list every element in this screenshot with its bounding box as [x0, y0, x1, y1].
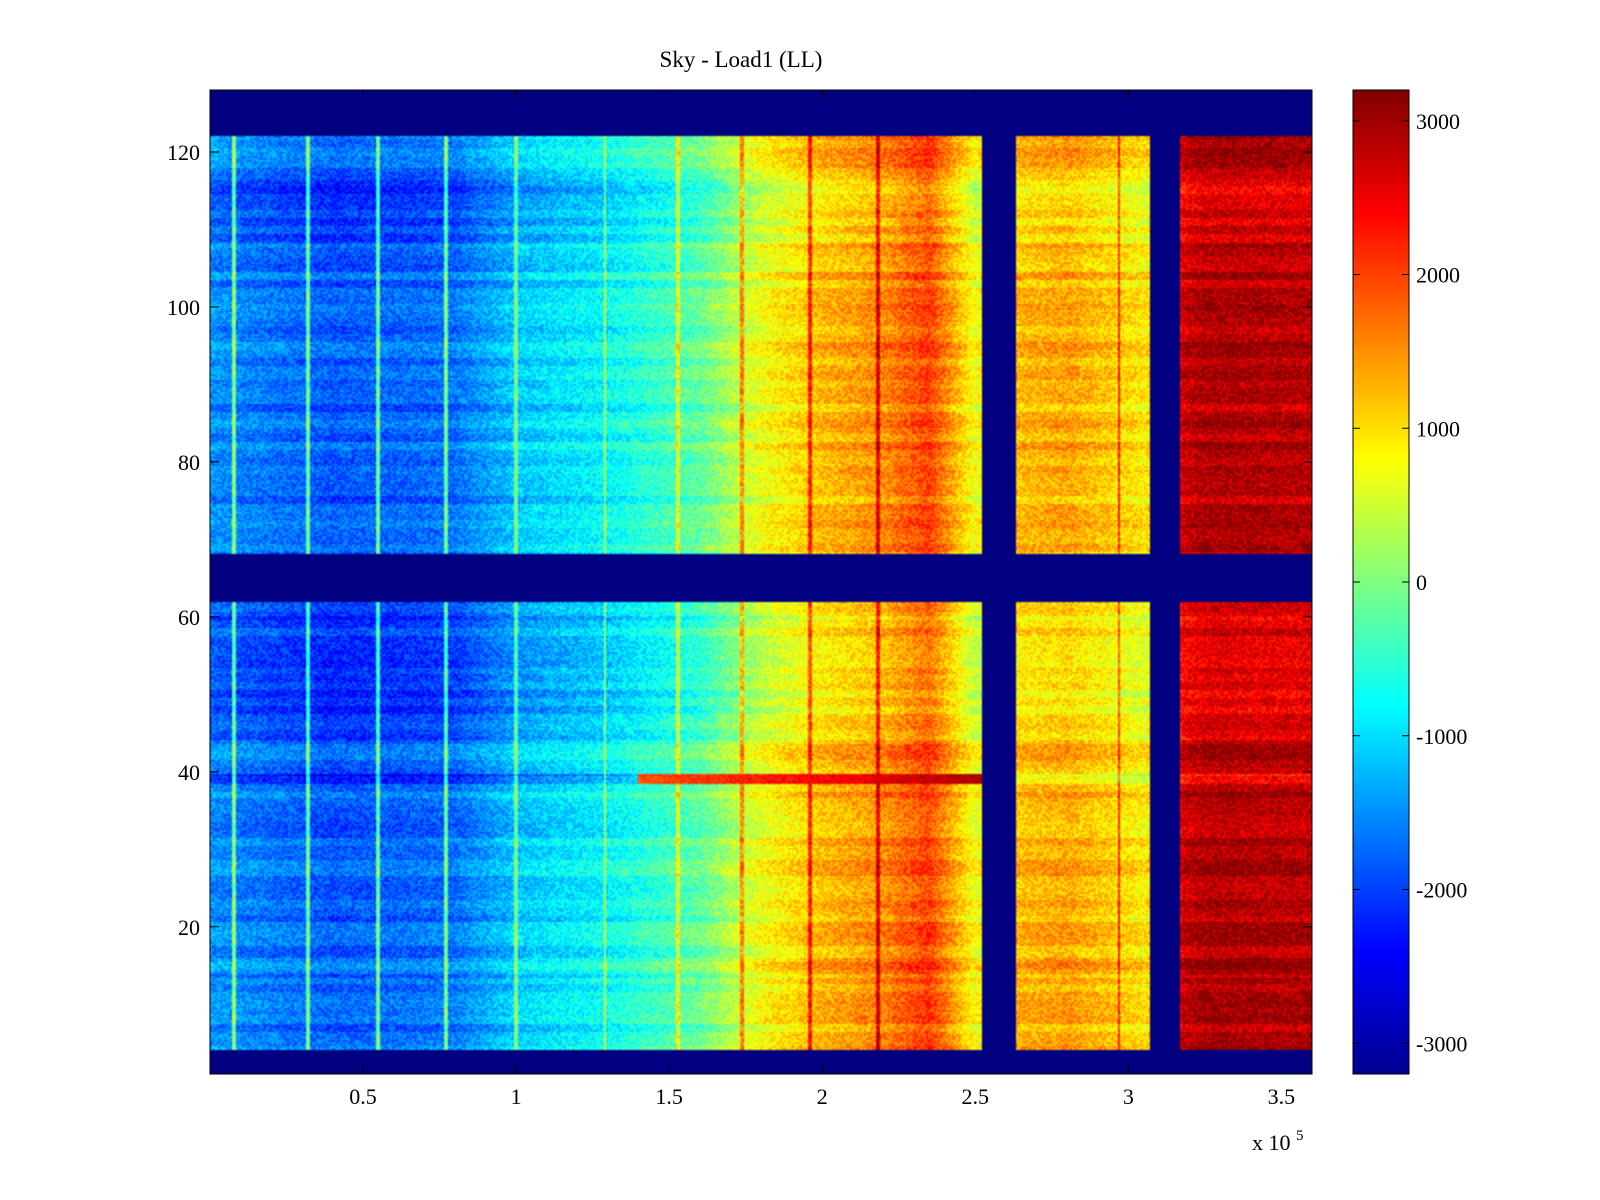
y-tick-label-0: 20	[178, 915, 200, 940]
y-tick-label-3: 80	[178, 450, 200, 475]
x-tick-label-5: 3	[1123, 1084, 1134, 1109]
x-tick-label-1: 1	[511, 1084, 522, 1109]
colorbar-tick-label-3: 0	[1416, 570, 1427, 595]
x-tick-label-6: 3.5	[1268, 1084, 1296, 1109]
x-axis-ticks: 0.5 1 1.5 2 2.5 3 3.5	[349, 90, 1295, 1109]
y-tick-label-5: 120	[167, 140, 200, 165]
x-axis-multiplier: x 10 5	[1252, 1128, 1304, 1155]
y-tick-label-2: 60	[178, 605, 200, 630]
x-tick-label-2: 1.5	[655, 1084, 683, 1109]
colorbar-ticks: 3000 2000 1000 0 -1000 -2000 -3000	[1353, 109, 1467, 1056]
colorbar-tick-label-5: -2000	[1416, 878, 1467, 903]
colorbar-tick-label-1: 2000	[1416, 263, 1460, 288]
colorbar-tick-label-2: 1000	[1416, 416, 1460, 441]
plot-frame	[209, 89, 1313, 1075]
chart-title: Sky - Load1 (LL)	[660, 47, 823, 72]
y-tick-label-1: 40	[178, 760, 200, 785]
colorbar-tick-label-6: -3000	[1416, 1031, 1467, 1056]
colorbar-tick-label-4: -1000	[1416, 724, 1467, 749]
heatmap-image	[210, 90, 1312, 1074]
x-tick-label-3: 2	[817, 1084, 828, 1109]
colorbar: 3000 2000 1000 0 -1000 -2000 -3000	[1352, 89, 1467, 1075]
x-multiplier-base: x 10	[1252, 1130, 1291, 1155]
x-multiplier-exponent: 5	[1296, 1128, 1304, 1144]
x-tick-label-4: 2.5	[962, 1084, 990, 1109]
y-axis-ticks: 20 40 60 80 100 120	[167, 140, 1312, 940]
plot-area	[209, 89, 1313, 1075]
colorbar-tick-label-0: 3000	[1416, 109, 1460, 134]
colorbar-gradient	[1352, 89, 1410, 1075]
y-tick-label-4: 100	[167, 295, 200, 320]
x-tick-label-0: 0.5	[349, 1084, 377, 1109]
